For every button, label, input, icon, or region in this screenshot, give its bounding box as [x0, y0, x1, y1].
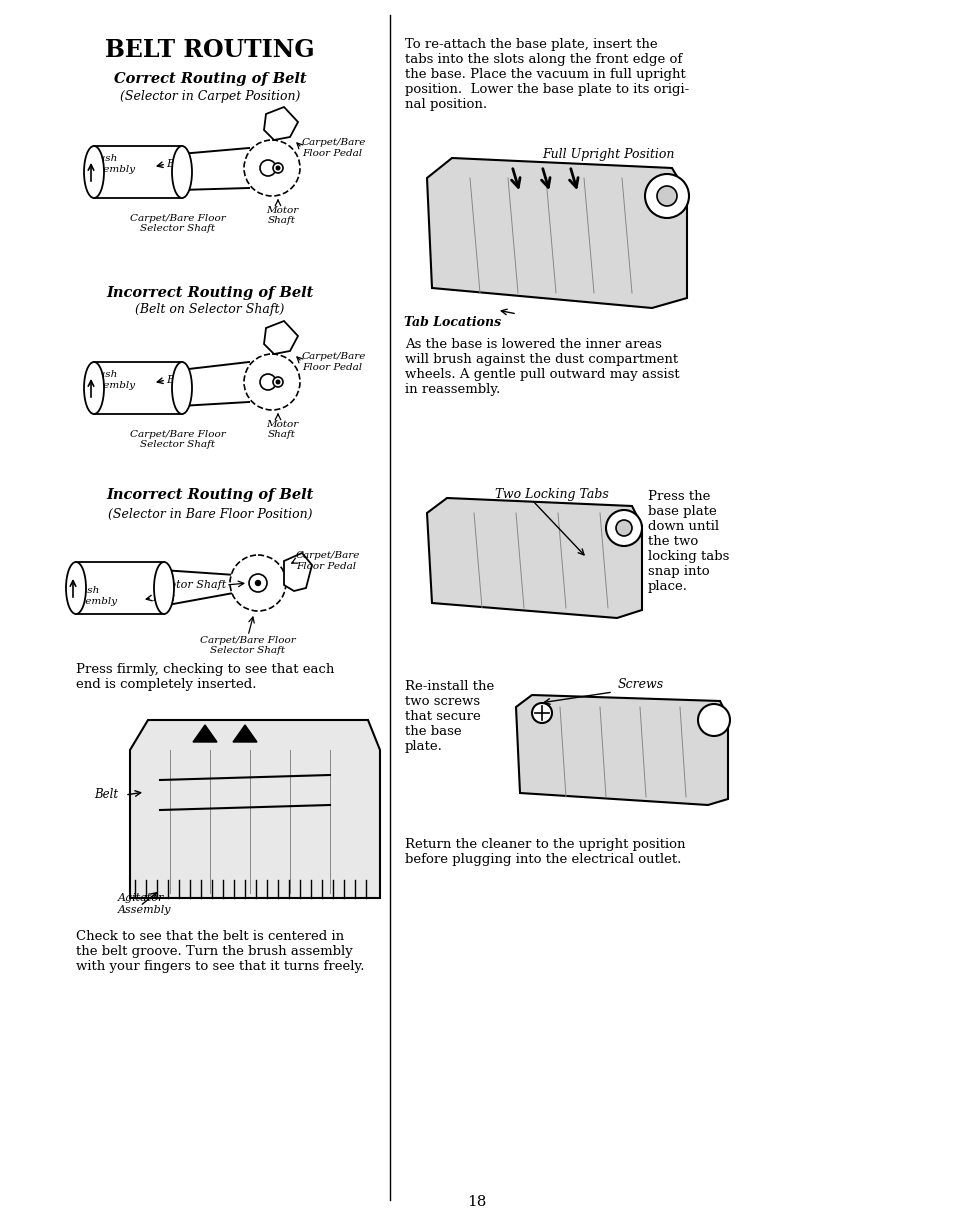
Polygon shape — [284, 553, 312, 590]
Text: Belt: Belt — [166, 159, 189, 169]
Text: Motor Shaft: Motor Shaft — [157, 580, 226, 590]
Circle shape — [273, 163, 283, 173]
Polygon shape — [264, 321, 297, 354]
Text: As the base is lowered the inner areas
will brush against the dust compartment
w: As the base is lowered the inner areas w… — [405, 338, 679, 396]
Circle shape — [605, 510, 641, 546]
Polygon shape — [264, 107, 297, 140]
Bar — [76, 563, 164, 614]
Circle shape — [244, 140, 299, 196]
Ellipse shape — [66, 563, 86, 614]
Text: Carpet/Bare
Floor Pedal: Carpet/Bare Floor Pedal — [295, 552, 360, 571]
Circle shape — [644, 174, 688, 217]
Text: Motor
Shaft: Motor Shaft — [266, 420, 297, 440]
Polygon shape — [233, 725, 256, 742]
Text: Return the cleaner to the upright position
before plugging into the electrical o: Return the cleaner to the upright positi… — [405, 838, 685, 866]
Ellipse shape — [153, 563, 173, 614]
Circle shape — [260, 374, 275, 390]
Text: Correct Routing of Belt: Correct Routing of Belt — [113, 72, 306, 86]
Text: 18: 18 — [467, 1196, 486, 1209]
Circle shape — [255, 581, 260, 586]
Text: Incorrect Routing of Belt: Incorrect Routing of Belt — [106, 286, 314, 300]
Circle shape — [532, 703, 552, 723]
Circle shape — [273, 377, 283, 388]
Text: Re-install the
two screws
that secure
the base
plate.: Re-install the two screws that secure th… — [405, 680, 494, 753]
Text: Press firmly, checking to see that each
end is completely inserted.: Press firmly, checking to see that each … — [76, 663, 334, 691]
Text: Carpet/Bare Floor
Selector Shaft: Carpet/Bare Floor Selector Shaft — [130, 430, 226, 450]
Circle shape — [230, 555, 286, 611]
Ellipse shape — [84, 146, 104, 198]
Text: Carpet/Bare Floor
Selector Shaft: Carpet/Bare Floor Selector Shaft — [200, 635, 295, 655]
Text: Check to see that the belt is centered in
the belt groove. Turn the brush assemb: Check to see that the belt is centered i… — [76, 929, 364, 973]
Bar — [94, 146, 182, 198]
Circle shape — [276, 166, 279, 170]
Text: Motor
Shaft: Motor Shaft — [266, 207, 297, 226]
Text: Tab Locations: Tab Locations — [404, 316, 501, 329]
Text: Brush
Assembly: Brush Assembly — [68, 587, 118, 606]
Polygon shape — [516, 695, 727, 806]
Ellipse shape — [172, 362, 192, 414]
Text: To re-attach the base plate, insert the
tabs into the slots along the front edge: To re-attach the base plate, insert the … — [405, 38, 688, 111]
Circle shape — [698, 703, 729, 736]
Circle shape — [260, 160, 275, 176]
Text: Carpet/Bare
Floor Pedal: Carpet/Bare Floor Pedal — [302, 139, 366, 158]
Text: Brush
Assembly: Brush Assembly — [86, 371, 136, 390]
Polygon shape — [427, 498, 641, 618]
Text: Belt: Belt — [93, 789, 118, 802]
Text: Carpet/Bare Floor
Selector Shaft: Carpet/Bare Floor Selector Shaft — [130, 214, 226, 233]
Text: Press the
base plate
down until
the two
locking tabs
snap into
place.: Press the base plate down until the two … — [647, 490, 729, 593]
Text: Belt: Belt — [152, 593, 174, 603]
Ellipse shape — [84, 362, 104, 414]
Text: Full Upright Position: Full Upright Position — [541, 148, 674, 162]
Ellipse shape — [172, 146, 192, 198]
Circle shape — [249, 573, 267, 592]
Text: Carpet/Bare
Floor Pedal: Carpet/Bare Floor Pedal — [302, 352, 366, 372]
Text: (Selector in Carpet Position): (Selector in Carpet Position) — [120, 90, 300, 103]
Polygon shape — [427, 158, 686, 307]
Text: Brush
Assembly: Brush Assembly — [86, 154, 136, 174]
Circle shape — [276, 380, 279, 384]
Text: (Belt on Selector Shaft): (Belt on Selector Shaft) — [135, 303, 284, 316]
Text: BELT ROUTING: BELT ROUTING — [105, 38, 314, 62]
Polygon shape — [130, 720, 379, 898]
Circle shape — [616, 520, 631, 536]
Polygon shape — [193, 725, 216, 742]
Text: Screws: Screws — [618, 678, 663, 691]
Text: Two Locking Tabs: Two Locking Tabs — [495, 488, 608, 501]
Text: (Selector in Bare Floor Position): (Selector in Bare Floor Position) — [108, 508, 312, 521]
Text: Incorrect Routing of Belt: Incorrect Routing of Belt — [106, 488, 314, 502]
Circle shape — [657, 186, 677, 207]
Bar — [94, 362, 182, 414]
Text: Belt: Belt — [166, 375, 189, 385]
Circle shape — [244, 354, 299, 409]
Text: Agitator
Assembly: Agitator Assembly — [118, 893, 172, 915]
